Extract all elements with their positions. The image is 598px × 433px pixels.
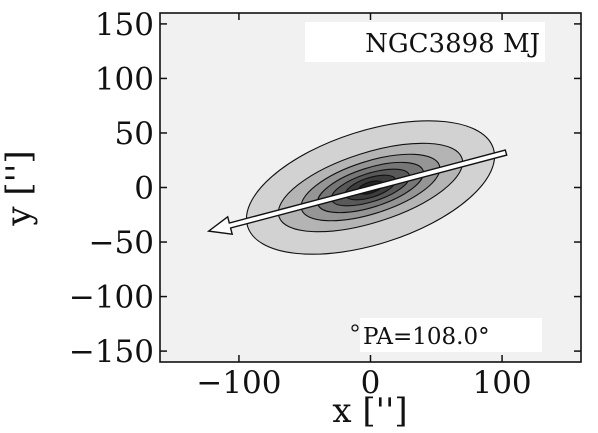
y-tick-label: 50 [115,116,154,152]
pa-label: PA=108.0° [363,324,490,350]
galaxy-label-box [305,22,545,62]
axis-ticks: −150 −100 −50 0 50 100 150 −100 0 100 [69,7,581,401]
pa-label-box [360,318,542,352]
pa-marker-icon [351,324,359,332]
y-tick-label: 0 [134,171,154,207]
y-tick-label: −50 [89,225,154,261]
y-tick-label: 150 [95,7,154,43]
y-tick-label: −100 [69,280,154,316]
position-angle-arrow [206,149,508,236]
pa-arrow-shape [206,149,508,236]
x-tick-label: −100 [196,365,281,401]
y-tick-label: −150 [69,334,154,370]
galaxy-label: NGC3898 MJ [365,29,540,59]
y-tick-label: 100 [95,61,154,97]
x-tick-label: 0 [361,365,381,401]
y-axis-label: y [''] [0,150,39,226]
x-axis-label: x [''] [332,391,407,431]
x-tick-label: 100 [472,365,531,401]
